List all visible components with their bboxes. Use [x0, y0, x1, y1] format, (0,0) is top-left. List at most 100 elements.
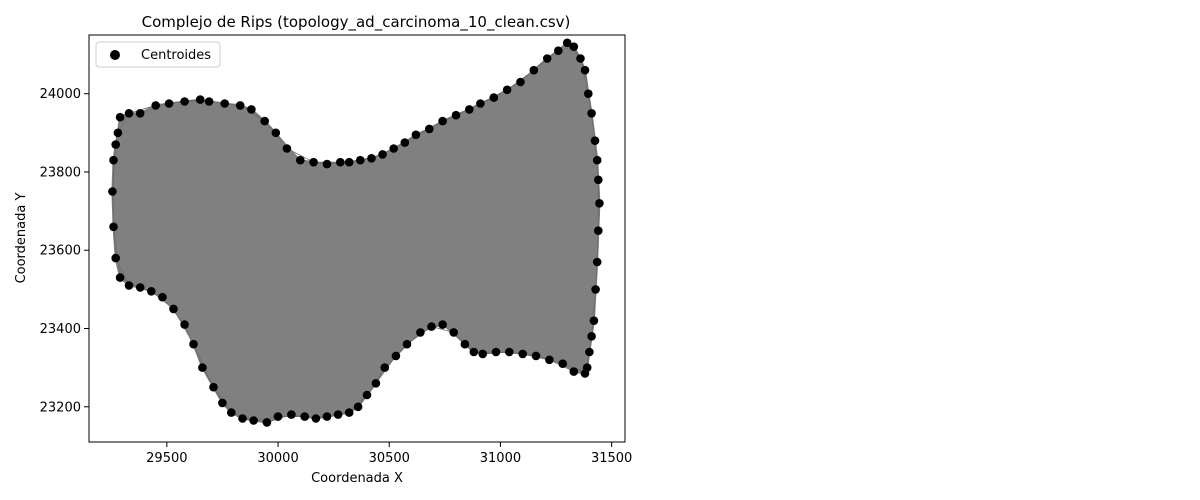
- centroid-point: [271, 128, 281, 138]
- centroid-point: [391, 351, 401, 361]
- y-tick-label: 23200: [40, 400, 81, 415]
- centroid-point: [115, 112, 125, 122]
- centroid-point: [592, 155, 602, 165]
- centroid-point: [594, 175, 603, 185]
- y-axis-label: Coordenada Y: [14, 193, 29, 284]
- centroid-point: [416, 328, 425, 337]
- centroid-point: [580, 65, 590, 75]
- centroid-point: [344, 157, 354, 167]
- centroid-point: [218, 398, 227, 408]
- centroid-points: [108, 38, 604, 427]
- centroid-point: [580, 369, 590, 378]
- legend-label: Centroides: [141, 48, 211, 63]
- centroid-point: [491, 347, 501, 357]
- rips-edge: [128, 105, 156, 114]
- centroid-point: [115, 273, 125, 282]
- rips-edge: [286, 148, 314, 163]
- centroid-point: [322, 412, 332, 421]
- centroid-point: [562, 38, 572, 48]
- centroid-point: [164, 99, 174, 108]
- centroid-point: [309, 157, 318, 167]
- centroid-point: [451, 110, 461, 120]
- centroid-point: [587, 332, 596, 341]
- centroid-point: [489, 93, 499, 102]
- centroid-point: [220, 99, 229, 108]
- centroid-point: [449, 328, 459, 337]
- centroid-point: [238, 414, 247, 423]
- centroid-point: [595, 199, 604, 208]
- centroid-point: [353, 402, 363, 412]
- centroid-point: [592, 257, 602, 267]
- legend-marker: [110, 50, 120, 60]
- centroid-point: [591, 285, 600, 294]
- centroid-point: [378, 150, 387, 159]
- centroid-point: [516, 77, 525, 87]
- centroid-point: [569, 367, 579, 376]
- centroid-point: [109, 155, 118, 165]
- chart-title: Complejo de Rips (topology_ad_carcinoma_…: [142, 13, 571, 32]
- centroid-point: [169, 304, 178, 314]
- centroid-point: [505, 347, 514, 357]
- centroid-point: [124, 281, 134, 290]
- centroid-point: [576, 54, 585, 63]
- centroid-point: [438, 320, 447, 329]
- centroid-point: [569, 42, 579, 51]
- centroid-point: [545, 355, 554, 365]
- centroid-point: [542, 54, 552, 63]
- centroid-point: [300, 412, 310, 421]
- centroid-point: [147, 287, 156, 296]
- rips-edge: [580, 58, 589, 94]
- plot-area: [108, 38, 604, 427]
- centroid-point: [460, 339, 470, 349]
- centroid-point: [296, 155, 305, 165]
- centroid-point: [594, 226, 603, 235]
- legend-box: [95, 41, 221, 68]
- centroid-point: [356, 155, 365, 165]
- centroid-point: [367, 154, 376, 163]
- centroid-point: [111, 140, 120, 149]
- centroid-point: [362, 390, 372, 400]
- centroid-point: [465, 105, 474, 114]
- centroid-point: [344, 408, 354, 417]
- centroid-point: [247, 105, 256, 114]
- centroid-point: [400, 138, 410, 147]
- centroid-point: [371, 379, 381, 388]
- x-tick-label: 31000: [480, 451, 521, 466]
- y-tick-label: 24000: [40, 87, 81, 102]
- axes-frame: [88, 34, 626, 443]
- centroid-point: [260, 116, 270, 126]
- centroid-point: [589, 316, 599, 326]
- centroid-point: [389, 144, 399, 153]
- centroid-point: [478, 349, 488, 359]
- centroid-point: [529, 65, 539, 75]
- x-axis-label: Coordenada X: [311, 471, 403, 486]
- y-tick-label: 23600: [40, 244, 81, 259]
- centroid-point: [158, 292, 167, 302]
- centroid-point: [287, 410, 296, 419]
- centroid-point: [282, 144, 292, 153]
- centroid-point: [438, 116, 447, 126]
- centroid-point: [109, 222, 118, 232]
- y-tick-label: 23800: [40, 165, 81, 180]
- centroid-point: [336, 157, 345, 167]
- centroid-point: [195, 95, 205, 104]
- centroid-point: [108, 187, 117, 196]
- centroid-point: [476, 99, 485, 108]
- x-tick-label: 30000: [257, 451, 298, 466]
- centroid-point: [135, 109, 145, 118]
- centroid-point: [180, 97, 189, 106]
- centroid-point: [558, 359, 567, 369]
- centroid-point: [135, 283, 145, 292]
- centroid-point: [425, 124, 434, 134]
- x-axis-ticks: 29500 30000 30500 31000 31500: [146, 442, 632, 466]
- y-tick-label: 23400: [40, 322, 81, 337]
- x-tick-label: 29500: [146, 451, 187, 466]
- centroid-point: [209, 382, 218, 392]
- centroid-point: [262, 418, 272, 427]
- rips-edge: [591, 289, 597, 337]
- centroid-point: [333, 410, 343, 419]
- x-tick-label: 30500: [369, 451, 410, 466]
- y-axis-ticks: 23200 23400 23600 23800 24000: [40, 87, 89, 415]
- centroid-point: [204, 97, 214, 106]
- centroid-point: [151, 101, 160, 110]
